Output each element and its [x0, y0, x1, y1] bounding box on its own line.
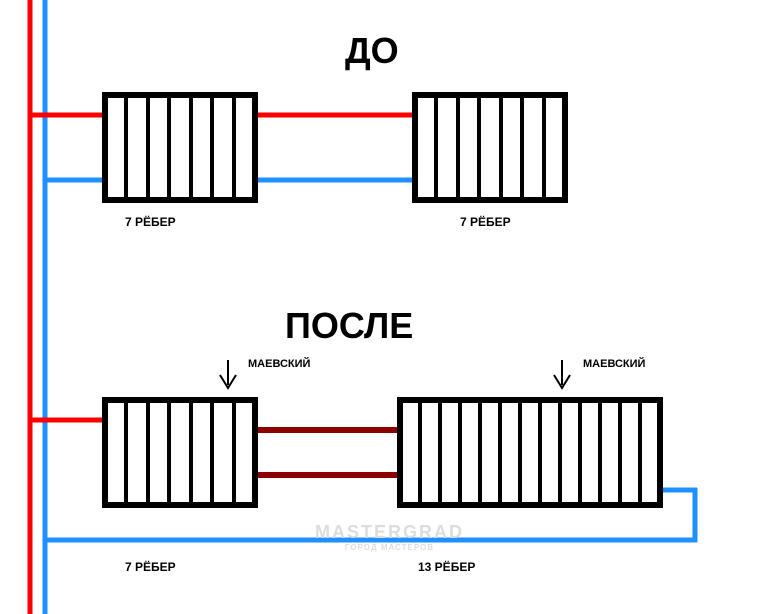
radiator-after-right — [400, 400, 660, 505]
arrow-maevsky-right — [554, 360, 570, 388]
watermark-sub: ГОРОД МАСТЕРОВ — [315, 543, 464, 552]
label-rad1-before: 7 РЁБЕР — [125, 215, 176, 229]
label-rad2-after: 13 РЁБЕР — [418, 560, 475, 574]
watermark: MASTERGRAD ГОРОД МАСТЕРОВ — [315, 522, 464, 552]
arrow-maevsky-left — [220, 360, 236, 388]
radiator-after-left — [105, 400, 255, 505]
radiator-before-left — [105, 95, 255, 200]
radiator-before-right — [415, 95, 565, 200]
title-before: ДО — [345, 30, 399, 72]
label-maevsky-right: МАЕВСКИЙ — [583, 358, 645, 370]
title-after: ПОСЛЕ — [285, 305, 413, 347]
watermark-main: MASTERGRAD — [315, 522, 464, 543]
label-maevsky-left: МАЕВСКИЙ — [248, 358, 310, 370]
label-rad1-after: 7 РЁБЕР — [125, 560, 176, 574]
label-rad2-before: 7 РЁБЕР — [460, 215, 511, 229]
